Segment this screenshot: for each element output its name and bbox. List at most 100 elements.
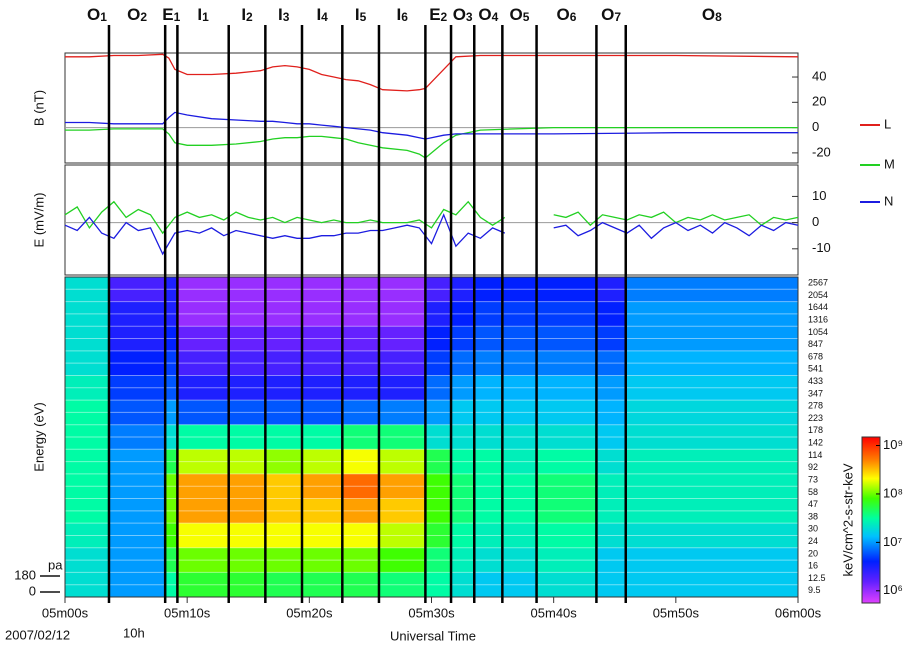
colorbar bbox=[861, 436, 881, 604]
spectrogram-cell bbox=[596, 498, 627, 524]
spectrogram-cell bbox=[425, 350, 452, 376]
region-letter: O bbox=[127, 5, 140, 24]
y-tick-label: 40 bbox=[812, 68, 826, 83]
spectrogram-cell bbox=[536, 326, 597, 352]
region-label: O1 bbox=[87, 5, 107, 24]
legend-label: M bbox=[884, 156, 895, 171]
spectrogram-cell bbox=[625, 400, 799, 426]
energy-label: 24 bbox=[808, 536, 818, 546]
hour-label: 10h bbox=[123, 625, 145, 640]
spectrogram-cell bbox=[177, 375, 230, 401]
spectrogram-cell bbox=[342, 498, 380, 524]
spectrogram-cell bbox=[342, 473, 380, 500]
spectrogram-cell bbox=[65, 277, 110, 303]
region-label: I1 bbox=[197, 5, 209, 24]
energy-label: 223 bbox=[808, 413, 823, 423]
spectrogram-cell bbox=[451, 498, 475, 524]
region-index: 5 bbox=[523, 10, 530, 24]
spectrogram-cell bbox=[165, 473, 178, 500]
spectrogram-cell bbox=[342, 375, 380, 401]
spectrogram-cell bbox=[378, 326, 426, 352]
spectrogram-cell bbox=[425, 498, 452, 524]
spectrogram-cell bbox=[536, 301, 597, 327]
spectrogram-cell bbox=[502, 400, 538, 426]
spectrogram-cell bbox=[502, 301, 538, 327]
spectrogram-cell bbox=[536, 572, 597, 598]
spectrogram-cell bbox=[625, 449, 799, 475]
spectrogram-cell bbox=[625, 326, 799, 352]
region-index: 7 bbox=[614, 10, 621, 24]
spectrogram-cell bbox=[536, 523, 597, 549]
spectrogram-cell bbox=[265, 400, 303, 426]
spectrogram-cell bbox=[474, 301, 503, 327]
spectrogram-cell bbox=[165, 277, 178, 303]
series-line bbox=[65, 111, 798, 140]
region-index: 1 bbox=[174, 10, 181, 24]
spectrogram-cell bbox=[378, 350, 426, 376]
spectrogram-cell bbox=[228, 498, 266, 524]
spectrogram-cell bbox=[302, 473, 343, 500]
region-label: I4 bbox=[316, 5, 328, 24]
spectrogram-cell bbox=[165, 350, 178, 376]
spectrogram-cell bbox=[625, 350, 799, 376]
region-letter: I bbox=[396, 5, 401, 24]
spectrogram-cell bbox=[596, 523, 627, 549]
spectrogram-cell bbox=[65, 375, 110, 401]
spectrogram-cell bbox=[425, 375, 452, 401]
energy-label: 9.5 bbox=[808, 585, 821, 595]
colorbar-tick-label: 10⁶ bbox=[883, 582, 903, 597]
spectrogram-cell bbox=[108, 375, 166, 401]
region-letter: O bbox=[509, 5, 522, 24]
region-label: I2 bbox=[241, 5, 253, 24]
spectrogram-cell bbox=[625, 473, 799, 500]
region-index: 4 bbox=[492, 10, 499, 24]
spectrogram-cell bbox=[177, 350, 230, 376]
spectrogram-cell bbox=[596, 301, 627, 327]
region-letter: O bbox=[87, 5, 100, 24]
energy-label: 2567 bbox=[808, 278, 828, 288]
spectrogram-cell bbox=[536, 547, 597, 573]
region-letter: E bbox=[429, 5, 440, 24]
x-tick-label: 05m40s bbox=[531, 605, 578, 620]
spectrogram-cell bbox=[108, 498, 166, 524]
spectrogram-cell bbox=[342, 424, 380, 450]
spectrogram-cell bbox=[596, 424, 627, 450]
series-line bbox=[65, 53, 799, 92]
energy-label: 20 bbox=[808, 548, 818, 558]
energy-label: 30 bbox=[808, 524, 818, 534]
region-index: 2 bbox=[441, 10, 448, 24]
spectrogram-cell bbox=[451, 547, 475, 573]
spectrogram-cell bbox=[302, 277, 343, 303]
region-index: 1 bbox=[202, 10, 209, 24]
energy-label: 278 bbox=[808, 401, 823, 411]
spectrogram-cell bbox=[536, 473, 597, 500]
spectrogram-cell bbox=[625, 375, 799, 401]
region-label: I3 bbox=[278, 5, 290, 24]
spectrogram-cell bbox=[342, 277, 380, 303]
spectrogram-cell bbox=[108, 326, 166, 352]
spectrogram-cell bbox=[108, 350, 166, 376]
spectrogram-cell bbox=[177, 572, 230, 598]
region-label: O3 bbox=[453, 5, 473, 24]
energy-label: 178 bbox=[808, 425, 823, 435]
spectrogram-cell bbox=[65, 400, 110, 426]
energy-label: 1644 bbox=[808, 302, 828, 312]
energy-label: 58 bbox=[808, 487, 818, 497]
spectrogram-cell bbox=[596, 277, 627, 303]
spectrogram-cell bbox=[165, 424, 178, 450]
region-index: 3 bbox=[283, 10, 290, 24]
x-tick-label: 05m10s bbox=[164, 605, 211, 620]
legend-label: L bbox=[884, 116, 891, 131]
spectrogram-cell bbox=[596, 473, 627, 500]
pa-label: pa bbox=[48, 557, 63, 572]
spectrogram-cell bbox=[65, 473, 110, 500]
x-axis-label: Universal Time bbox=[390, 628, 476, 643]
spectrogram-cell bbox=[596, 449, 627, 475]
spectrogram-cell bbox=[425, 301, 452, 327]
spectrogram-cell bbox=[474, 449, 503, 475]
date-label: 2007/02/12 bbox=[5, 627, 70, 642]
spectrogram-cell bbox=[165, 547, 178, 573]
region-label: O7 bbox=[601, 5, 621, 24]
y-tick-label: 10 bbox=[812, 188, 826, 203]
